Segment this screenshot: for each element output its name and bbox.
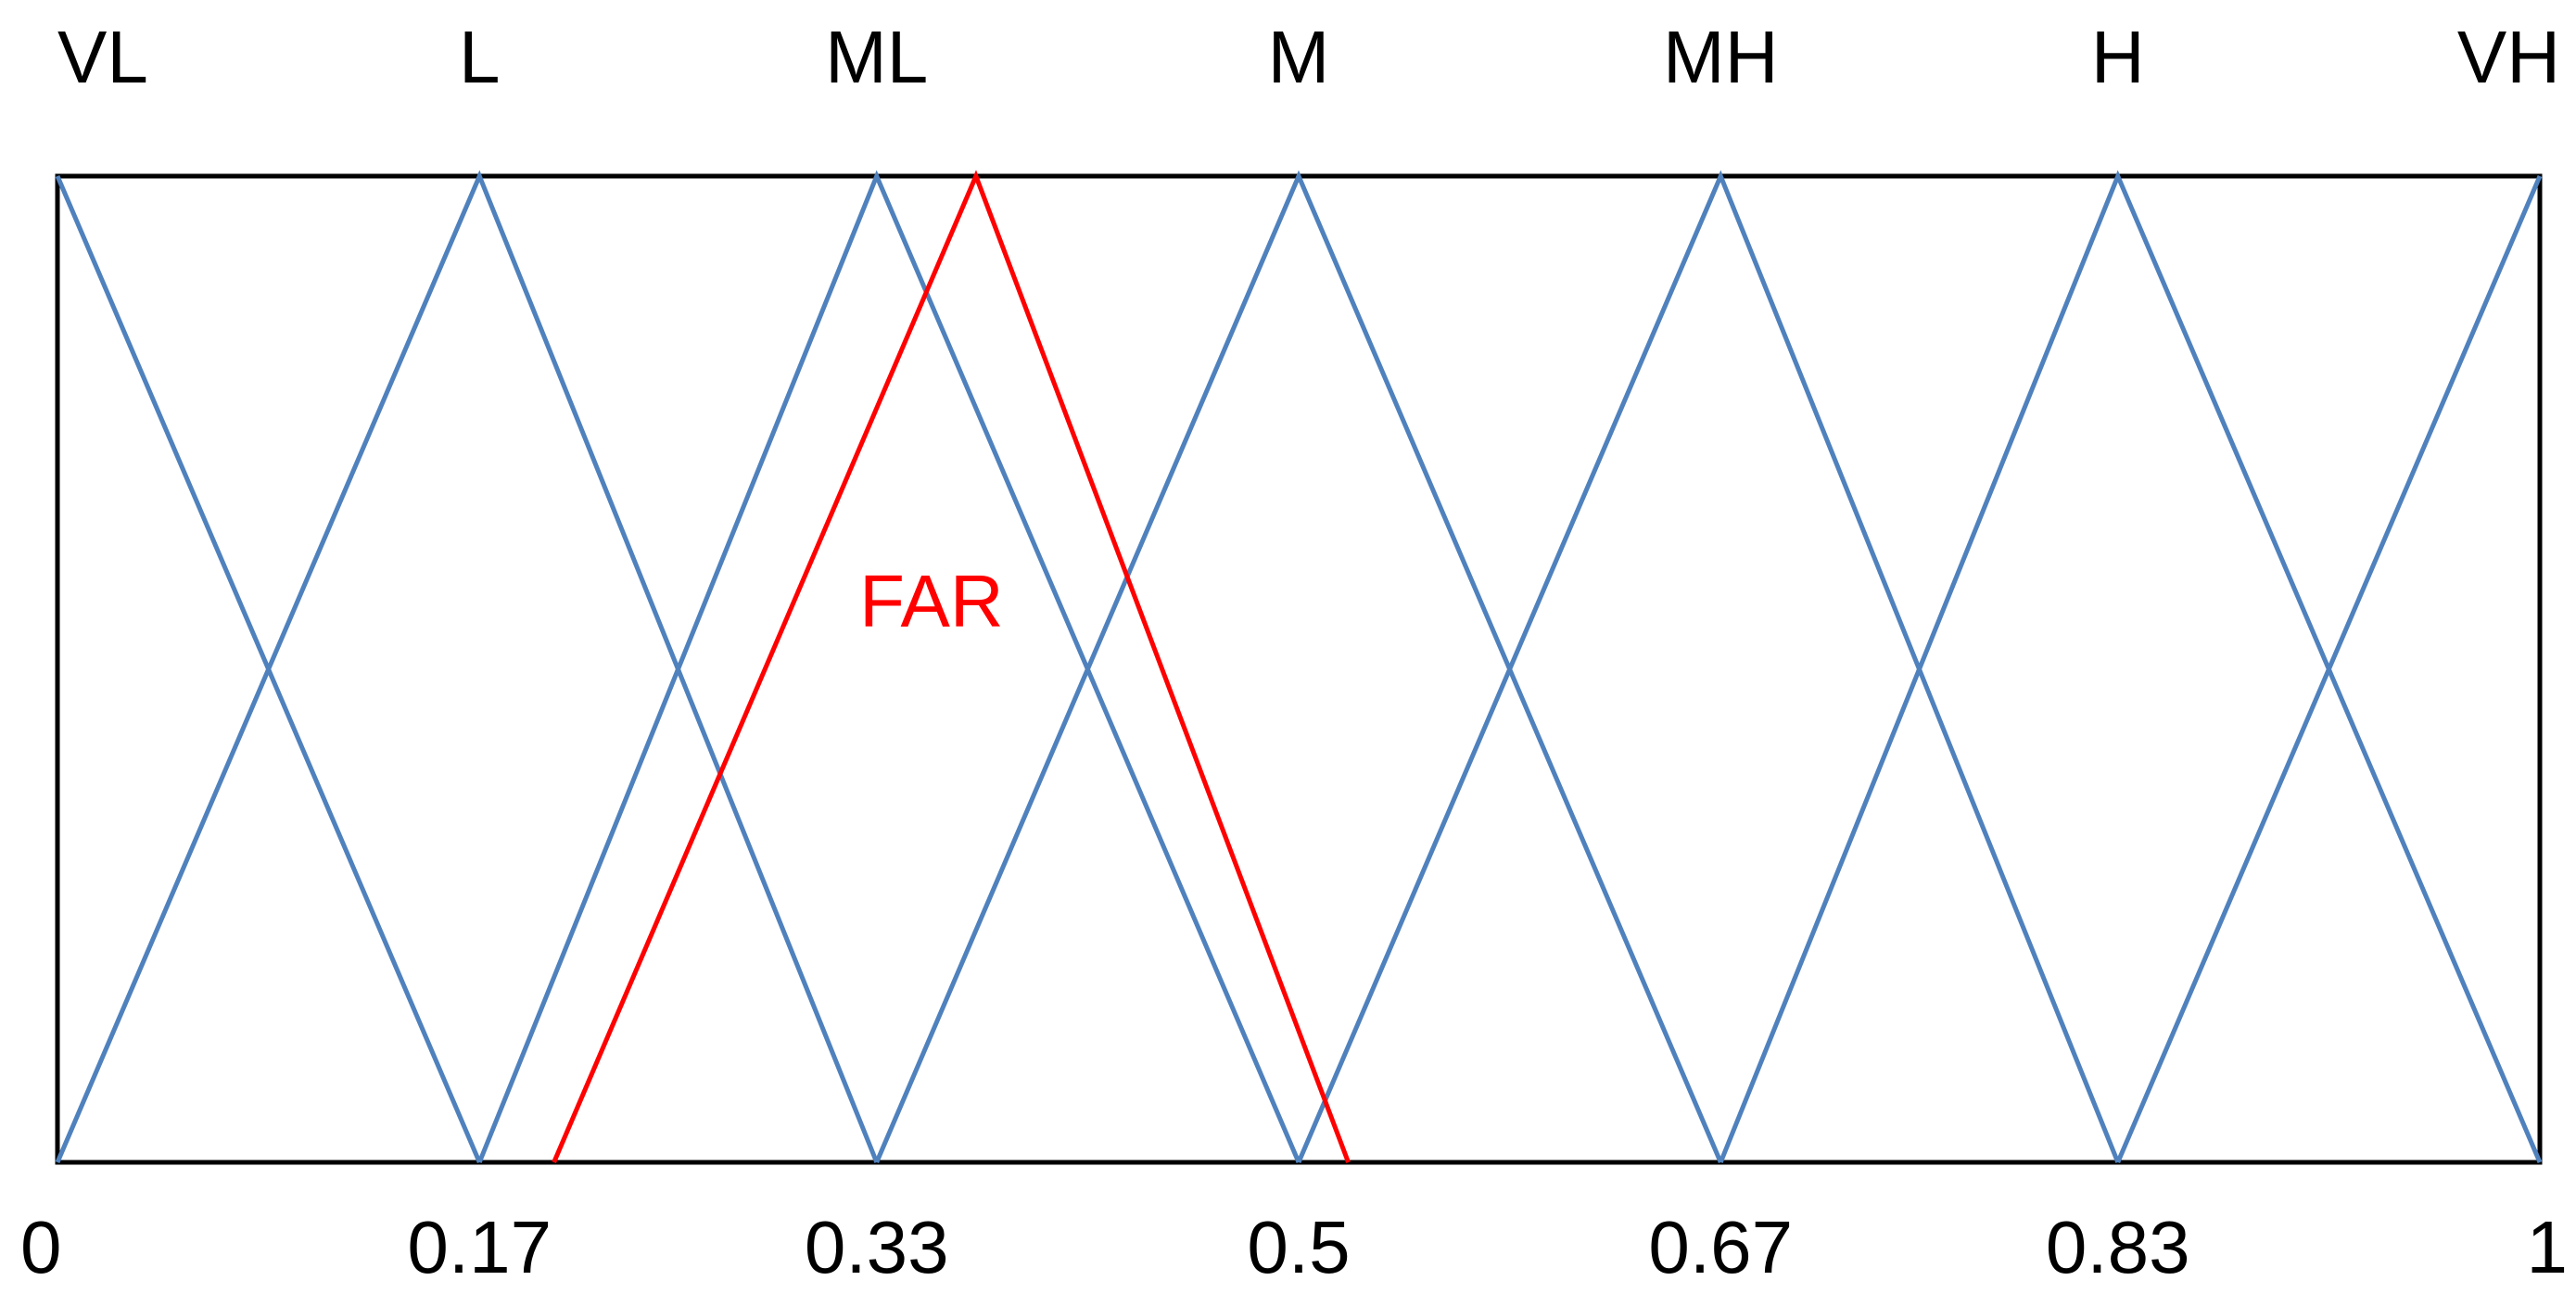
series-label: H — [2091, 16, 2145, 98]
series-label: VL — [57, 16, 148, 98]
x-tick-label: 1 — [2527, 1206, 2569, 1288]
membership-line — [1718, 170, 2543, 1163]
membership-line — [55, 170, 880, 1163]
x-tick-label: 0.5 — [1247, 1206, 1350, 1288]
membership-line — [476, 170, 1301, 1163]
x-tick-label: 0 — [20, 1206, 62, 1288]
series-label: ML — [825, 16, 928, 98]
x-tick-label: 0.17 — [407, 1206, 552, 1288]
plot-frame — [55, 173, 2543, 1165]
membership-line — [2115, 175, 2543, 1163]
series-label: MH — [1663, 16, 1778, 98]
membership-line — [552, 170, 1351, 1163]
x-tick-label: 0.33 — [805, 1206, 949, 1288]
membership-line — [874, 170, 1723, 1163]
membership-line — [1296, 170, 2121, 1163]
series-label: FAR — [859, 560, 1004, 642]
x-tick-label: 0.83 — [2046, 1206, 2190, 1288]
x-tick-label: 0.67 — [1648, 1206, 1793, 1288]
series-label: L — [459, 16, 501, 98]
series-label: M — [1268, 16, 1330, 98]
series-label: VH — [2457, 16, 2560, 98]
